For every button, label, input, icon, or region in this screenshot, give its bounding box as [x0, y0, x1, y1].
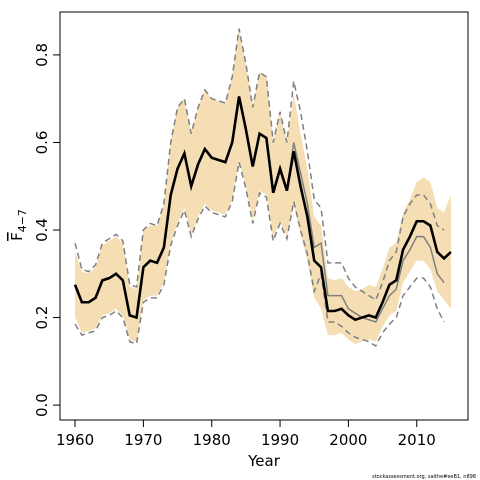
series-line: [74, 28, 445, 302]
series-line: [73, 96, 452, 322]
y-axis-label-main: F: [8, 232, 26, 241]
x-axis-label: Year: [247, 452, 281, 470]
x-tick-label: 1990: [261, 431, 299, 449]
y-tick-label: 0.2: [33, 306, 51, 330]
footer: stockassessment.org, saithe#eeB1, n898: [372, 474, 476, 480]
y-tick-label: 0.4: [33, 218, 51, 242]
series-line: [74, 161, 445, 348]
y-axis-label: F4−7: [8, 209, 29, 241]
x-tick-label: 2000: [329, 431, 367, 449]
x-tick-label: 1970: [124, 431, 162, 449]
y-axis-label-sub: 4−7: [16, 209, 29, 232]
plot-frame: [59, 11, 469, 421]
y-tick-label: 0.0: [33, 393, 51, 417]
x-tick-label: 1980: [193, 431, 231, 449]
y-tick-label: 0.8: [33, 43, 51, 67]
x-tick-label: 1960: [56, 431, 94, 449]
x-tick-label: 2010: [398, 431, 436, 449]
y-tick-label: 0.6: [33, 131, 51, 155]
confidence-band: [75, 28, 451, 344]
